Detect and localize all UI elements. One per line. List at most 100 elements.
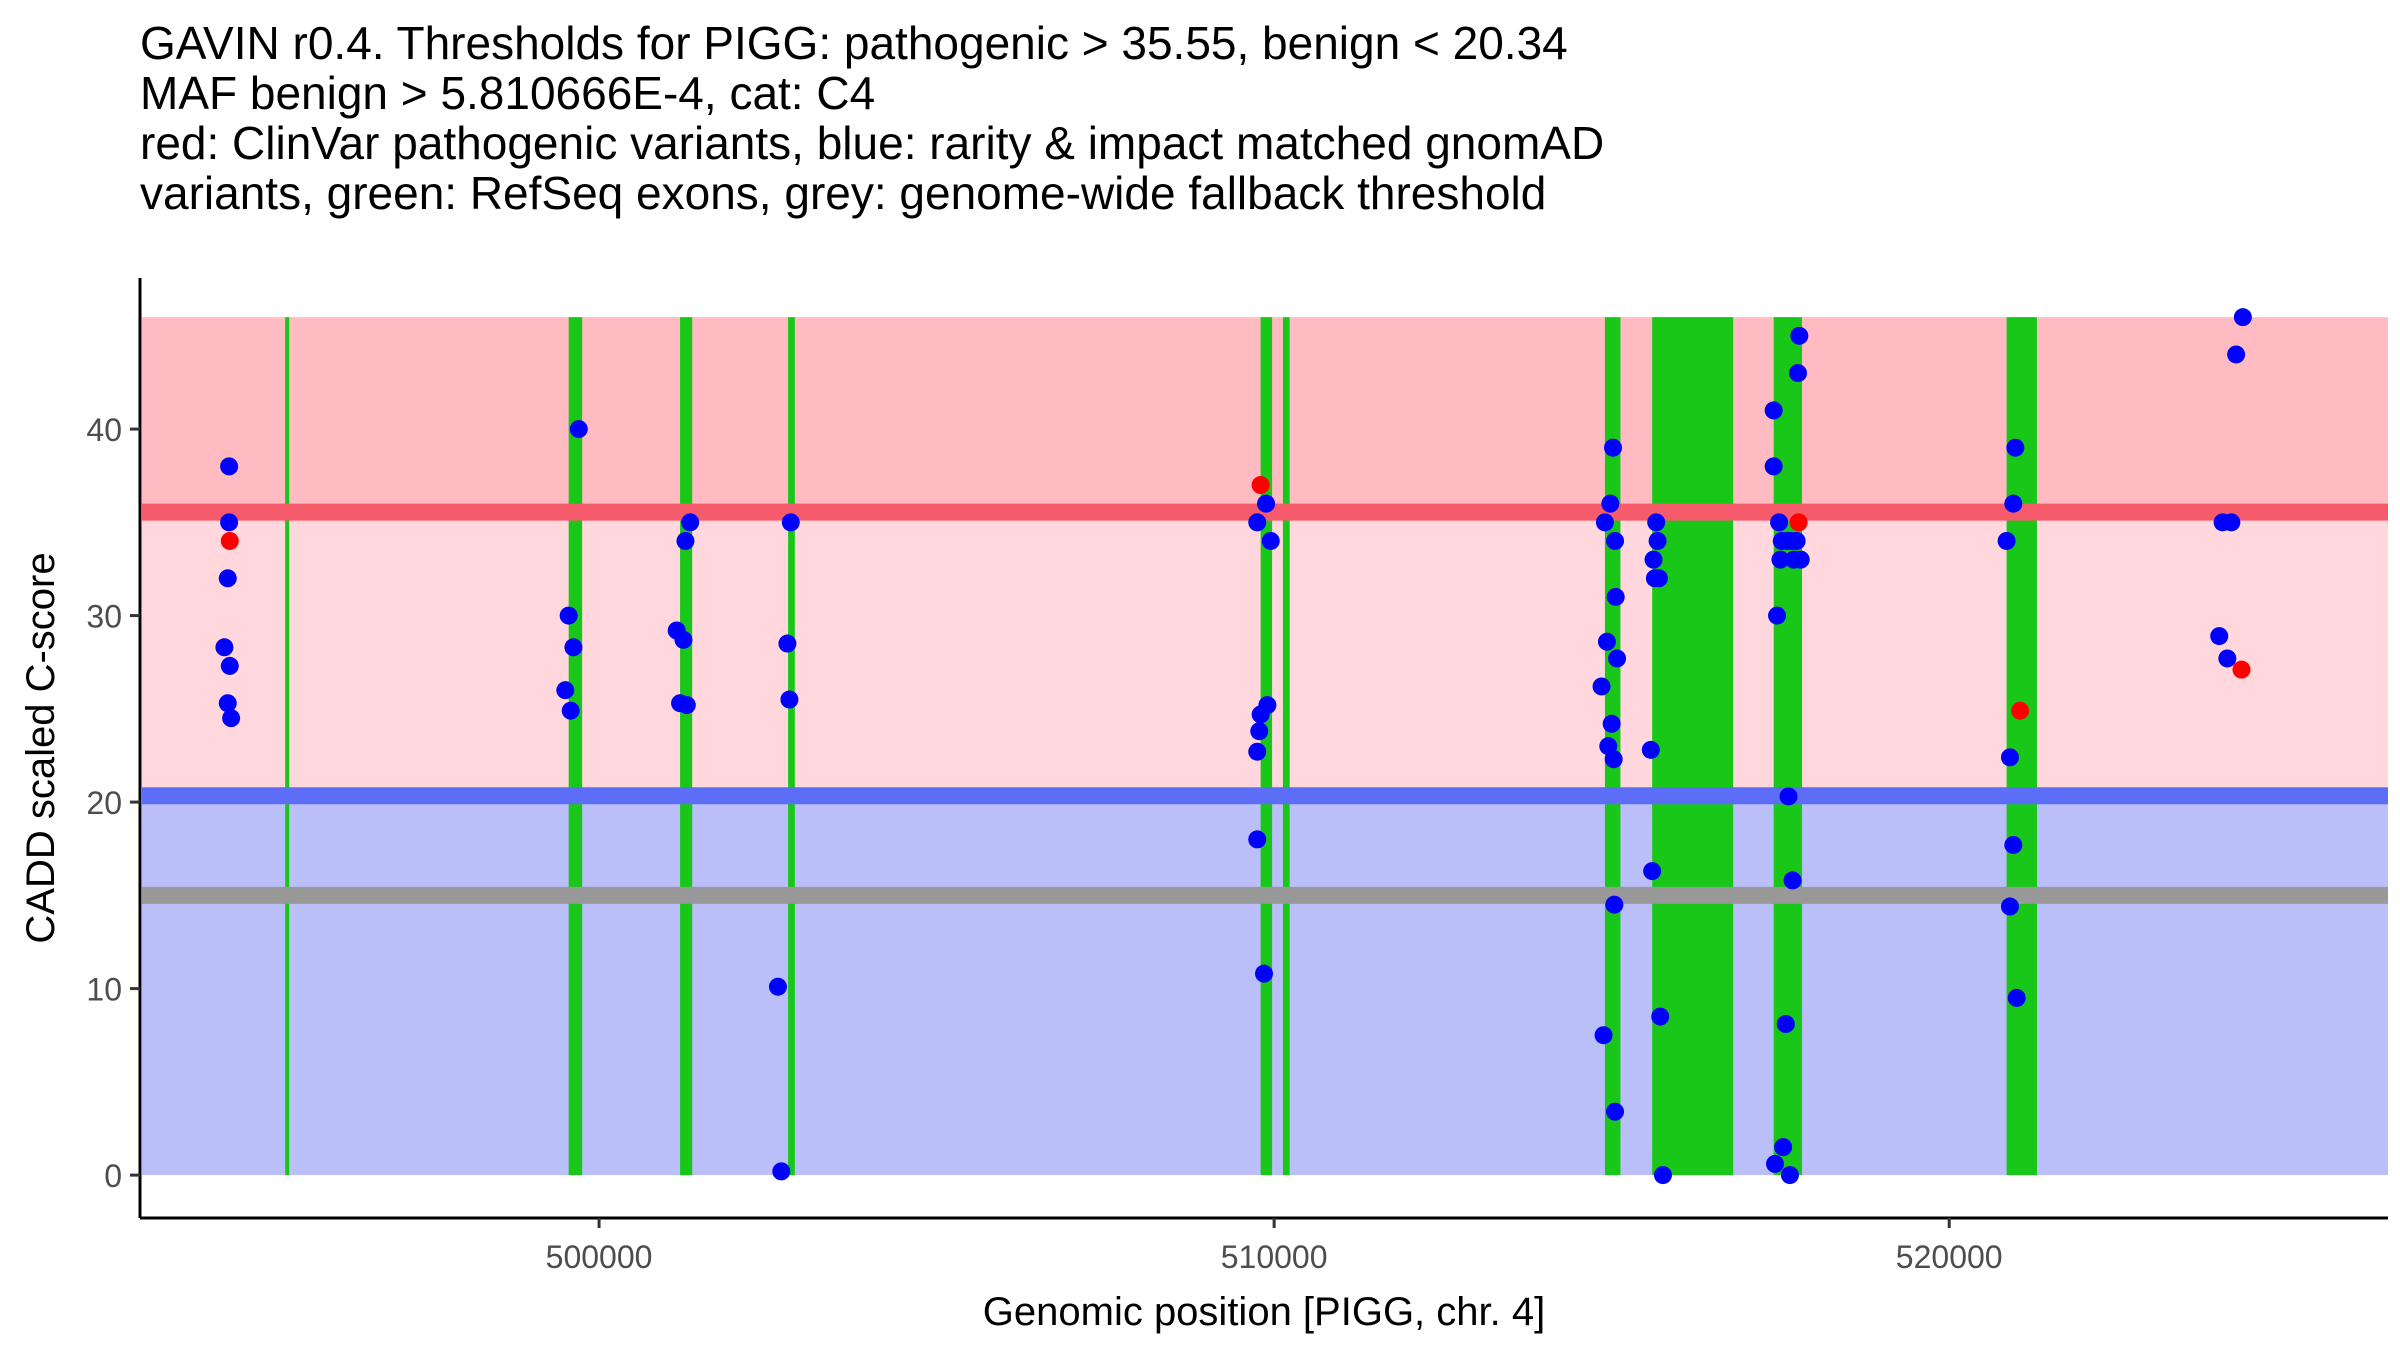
gnomad-point xyxy=(218,694,237,713)
gnomad-point xyxy=(1653,1166,1672,1185)
data-points xyxy=(215,308,2252,1185)
x-axis-label: Genomic position [PIGG, chr. 4] xyxy=(983,1290,1545,1334)
gnomad-point xyxy=(1771,550,1790,569)
gnomad-point xyxy=(1780,1166,1799,1185)
gnomad-point xyxy=(1606,587,1625,606)
chart-title: GAVIN r0.4. Thresholds for PIGG: pathoge… xyxy=(140,18,1604,218)
gnomad-point xyxy=(2218,649,2237,668)
gnomad-point xyxy=(1651,1007,1670,1026)
gnomad-point xyxy=(1791,550,1810,569)
gnomad-point xyxy=(220,656,239,675)
gnomad-point xyxy=(556,681,575,700)
gnomad-point xyxy=(1605,895,1624,914)
gnomad-point xyxy=(1644,550,1663,569)
gnomad-point xyxy=(1790,326,1809,345)
title-line: variants, green: RefSeq exons, grey: gen… xyxy=(140,167,1547,219)
y-tick-label: 30 xyxy=(86,599,122,635)
title-line: MAF benign > 5.810666E-4, cat: C4 xyxy=(140,67,876,119)
exon-bar xyxy=(680,317,693,1176)
gnomad-point xyxy=(569,420,588,439)
gnomad-point xyxy=(1764,401,1783,420)
y-tick-label: 10 xyxy=(86,972,122,1008)
gnomad-point xyxy=(781,513,800,532)
title-line: red: ClinVar pathogenic variants, blue: … xyxy=(140,117,1605,169)
gnomad-point xyxy=(1776,1015,1795,1034)
gnomad-point xyxy=(1774,1138,1793,1157)
exon-bar xyxy=(788,317,795,1176)
gnomad-point xyxy=(2007,988,2026,1007)
gnomad-point xyxy=(1647,513,1666,532)
x-tick-label: 510000 xyxy=(1221,1239,1328,1275)
gnomad-point xyxy=(559,606,578,625)
y-tick-label: 0 xyxy=(104,1158,122,1194)
gnomad-point xyxy=(1649,569,1668,588)
gnomad-point xyxy=(681,513,700,532)
gnomad-point xyxy=(1248,830,1267,849)
clinvar-point xyxy=(1789,513,1808,532)
gnomad-point xyxy=(1997,531,2016,550)
axis-ticks: 0 10 20 30 40 500000 510000 520000 xyxy=(86,412,2002,1275)
gnomad-point xyxy=(778,634,797,653)
gnomad-point xyxy=(1248,513,1267,532)
x-tick-label: 500000 xyxy=(546,1239,653,1275)
clinvar-point xyxy=(2011,701,2030,720)
gnomad-point xyxy=(1255,964,1273,983)
gnomad-point xyxy=(1250,722,1269,741)
gnomad-point xyxy=(1595,513,1614,532)
gnomad-point xyxy=(2004,835,2023,854)
gnomad-point xyxy=(2006,438,2025,457)
gnomad-point xyxy=(1788,364,1807,383)
gnomad-point xyxy=(768,977,787,996)
gnomad-point xyxy=(2233,308,2252,327)
gnomad-point xyxy=(2004,494,2023,513)
gnomad-point xyxy=(1604,750,1623,769)
clinvar-point xyxy=(1251,476,1270,495)
gnomad-point xyxy=(564,638,583,657)
y-tick-label: 40 xyxy=(86,412,122,448)
gnomad-point xyxy=(1601,494,1620,513)
exon-bar xyxy=(285,317,290,1176)
gnomad-point xyxy=(1641,740,1660,759)
exon-bar xyxy=(1652,317,1734,1176)
clinvar-point xyxy=(2232,660,2251,679)
y-axis-label: CADD scaled C-score xyxy=(19,552,63,943)
gnomad-point xyxy=(1604,438,1623,457)
exon-bar xyxy=(1282,317,1290,1176)
gnomad-point xyxy=(1257,494,1276,513)
gnomad-point xyxy=(1602,714,1621,733)
gnomad-point xyxy=(1787,531,1806,550)
title-line: GAVIN r0.4. Thresholds for PIGG: pathoge… xyxy=(140,17,1568,69)
gnomad-point xyxy=(1779,787,1798,806)
gnomad-point xyxy=(2222,513,2241,532)
gnomad-point xyxy=(1606,1102,1625,1121)
gnomad-point xyxy=(1592,677,1611,696)
gnomad-point xyxy=(1643,862,1662,881)
exon-bar xyxy=(2006,317,2037,1176)
gnomad-point xyxy=(1648,531,1667,550)
gnomad-point xyxy=(218,569,237,588)
gnomad-point xyxy=(1261,531,1280,550)
gnomad-point xyxy=(1606,531,1625,550)
gnomad-point xyxy=(674,630,693,649)
gnomad-point xyxy=(220,457,239,476)
gnomad-point xyxy=(1594,1026,1613,1045)
gnomad-point xyxy=(2210,627,2229,646)
y-tick-label: 20 xyxy=(86,785,122,821)
gnomad-point xyxy=(222,709,241,728)
gnomad-point xyxy=(1783,871,1802,890)
gnomad-point xyxy=(2000,748,2019,767)
gnomad-point xyxy=(561,701,580,720)
gnomad-point xyxy=(1766,1154,1785,1173)
x-tick-label: 520000 xyxy=(1896,1239,2003,1275)
gnomad-point xyxy=(215,638,234,657)
gnomad-point xyxy=(1770,513,1789,532)
gnomad-point xyxy=(1768,606,1787,625)
exon-bar xyxy=(1260,317,1273,1176)
exon-bar xyxy=(1773,317,1803,1176)
gnomad-point xyxy=(2227,345,2246,364)
axes xyxy=(138,278,2388,1220)
gnomad-point xyxy=(220,513,239,532)
gnomad-point xyxy=(676,531,695,550)
gnomad-point xyxy=(772,1162,791,1181)
